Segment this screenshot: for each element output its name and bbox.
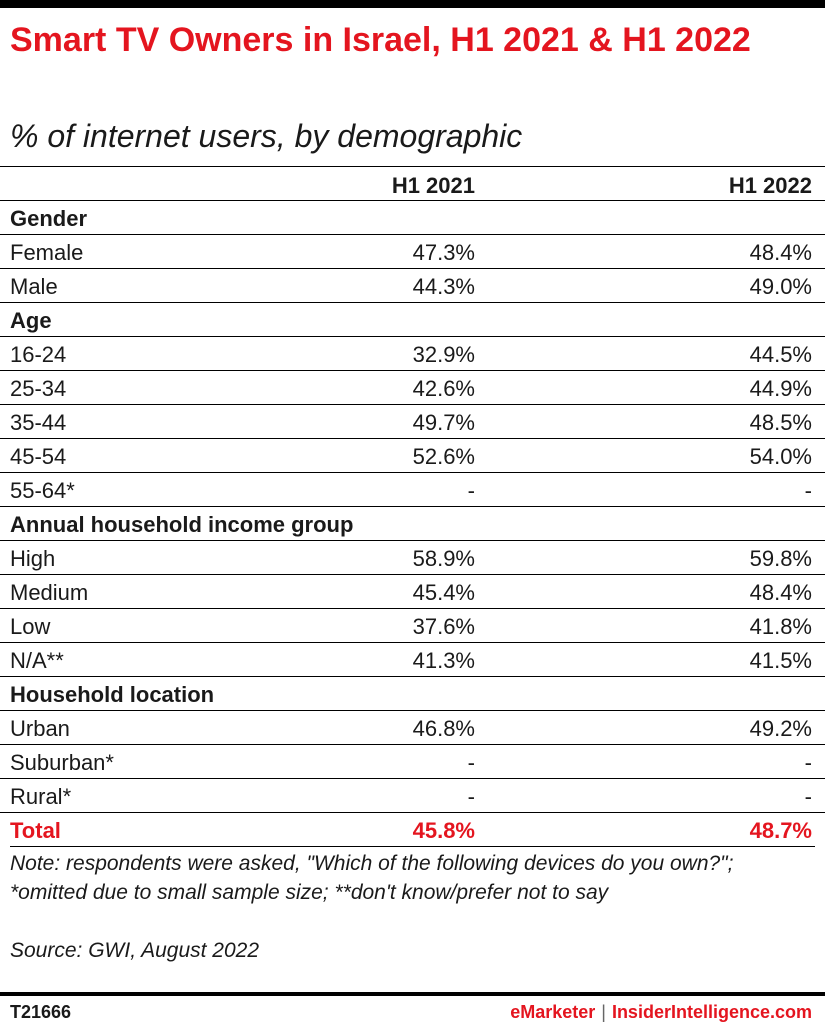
value-h1-2022: 48.4%: [749, 240, 812, 265]
row-label: High: [10, 546, 56, 571]
brand: eMarketer | InsiderIntelligence.com: [510, 1002, 812, 1023]
row-label: Urban: [10, 716, 70, 741]
chart-source: Source: GWI, August 2022: [10, 939, 260, 962]
row-label: Gender: [10, 206, 88, 231]
table-row: Low 37.6% 41.8%: [0, 608, 825, 643]
value-h1-2022: 48.4%: [749, 580, 812, 605]
top-rule: [0, 0, 825, 8]
row-label: N/A**: [10, 648, 64, 673]
value-h1-2022: -: [804, 784, 812, 809]
value-h1-2022: 41.8%: [749, 614, 812, 639]
chart-id: T21666: [10, 1002, 72, 1022]
value-h1-2021: 44.3%: [412, 274, 475, 299]
row-label: Total: [10, 818, 61, 843]
table-row: Female 47.3% 48.4%: [0, 234, 825, 269]
column-header-h1-2022: H1 2022: [728, 173, 812, 198]
footer: T21666 eMarketer | InsiderIntelligence.com: [0, 992, 825, 1028]
value-h1-2022: 41.5%: [749, 648, 812, 673]
value-h1-2022: 44.5%: [749, 342, 812, 367]
value-h1-2021: 58.9%: [412, 546, 475, 571]
column-header-h1-2021: H1 2021: [391, 173, 475, 198]
row-label: Annual household income group: [10, 512, 354, 537]
table-row: 55-64* - -: [0, 472, 825, 507]
value-h1-2021: 46.8%: [412, 716, 475, 741]
row-label: Suburban*: [10, 750, 114, 775]
value-h1-2021: 49.7%: [412, 410, 475, 435]
value-h1-2022: 49.2%: [749, 716, 812, 741]
table-row: Suburban* - -: [0, 744, 825, 779]
table-row: Rural* - -: [0, 778, 825, 813]
group-header-row: Annual household income group: [0, 506, 825, 541]
value-h1-2022: 54.0%: [749, 444, 812, 469]
row-label: 55-64*: [10, 478, 75, 503]
value-h1-2022: 59.8%: [749, 546, 812, 571]
row-label: Household location: [10, 682, 215, 707]
value-h1-2021: 45.4%: [412, 580, 475, 605]
group-header-row: Age: [0, 302, 825, 337]
chart-subtitle: % of internet users, by demographic: [10, 118, 523, 154]
value-h1-2022: 48.5%: [749, 410, 812, 435]
table-row: Medium 45.4% 48.4%: [0, 574, 825, 609]
table-row: 16-24 32.9% 44.5%: [0, 336, 825, 371]
row-label: Low: [10, 614, 51, 639]
value-h1-2021: 41.3%: [412, 648, 475, 673]
brand-separator: |: [601, 1002, 606, 1022]
column-header-row: H1 2021 H1 2022: [0, 166, 825, 201]
value-h1-2021: 32.9%: [412, 342, 475, 367]
row-label: 16-24: [10, 342, 67, 367]
chart-title: Smart TV Owners in Israel, H1 2021 & H1 …: [10, 21, 751, 59]
table-row: High 58.9% 59.8%: [0, 540, 825, 575]
value-h1-2021: -: [467, 784, 475, 809]
brand-insider-intelligence: InsiderIntelligence.com: [611, 1002, 812, 1022]
value-h1-2021: 37.6%: [412, 614, 475, 639]
value-h1-2022: -: [804, 750, 812, 775]
table-row: Male 44.3% 49.0%: [0, 268, 825, 303]
value-h1-2022: 48.7%: [749, 818, 812, 843]
row-label: Rural*: [10, 784, 72, 809]
row-label: 25-34: [10, 376, 67, 401]
table-row: N/A** 41.3% 41.5%: [0, 642, 825, 677]
value-h1-2021: 42.6%: [412, 376, 475, 401]
value-h1-2021: 52.6%: [412, 444, 475, 469]
row-label: 45-54: [10, 444, 67, 469]
row-label: Female: [10, 240, 84, 265]
total-row: Total 45.8% 48.7%: [0, 812, 825, 847]
table-row: Urban 46.8% 49.2%: [0, 710, 825, 745]
row-label: Male: [10, 274, 58, 299]
table-row: 45-54 52.6% 54.0%: [0, 438, 825, 473]
brand-emarketer: eMarketer: [510, 1002, 596, 1022]
group-header-row: Household location: [0, 676, 825, 711]
value-h1-2022: -: [804, 478, 812, 503]
value-h1-2021: -: [467, 478, 475, 503]
table-row: 35-44 49.7% 48.5%: [0, 404, 825, 439]
row-label: Medium: [10, 580, 89, 605]
group-header-row: Gender: [0, 200, 825, 235]
value-h1-2022: 49.0%: [749, 274, 812, 299]
row-label: Age: [10, 308, 52, 333]
value-h1-2021: 47.3%: [412, 240, 475, 265]
table-row: 25-34 42.6% 44.9%: [0, 370, 825, 405]
value-h1-2021: 45.8%: [412, 818, 475, 843]
value-h1-2021: -: [467, 750, 475, 775]
chart-note: Note: respondents were asked, "Which of …: [10, 846, 815, 907]
value-h1-2022: 44.9%: [749, 376, 812, 401]
row-label: 35-44: [10, 410, 67, 435]
